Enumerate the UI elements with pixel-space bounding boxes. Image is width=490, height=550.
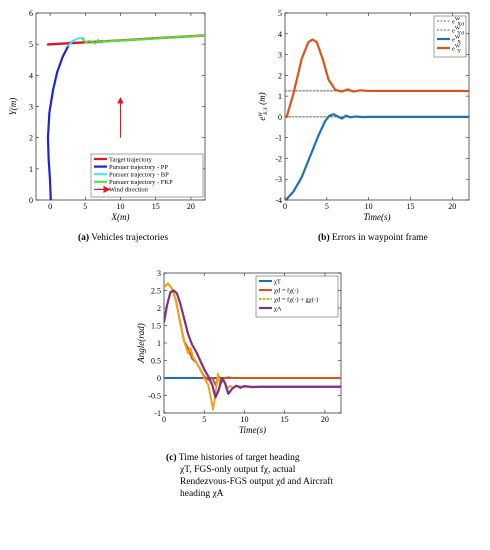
y-tick-label: 1: [157, 339, 161, 348]
caption-label: (c): [166, 452, 177, 463]
chart-a: 0 5 10 15 20 0 1 2 3 4 5 6 X(m) Y(m) Target trajectory…: [8, 9, 206, 243]
y-tick-label: 4: [29, 71, 33, 80]
legend: χT χd = fχ(·) χd = fχ(·) + gχ(·) χA: [255, 275, 339, 318]
y-tick-label: 2.5: [151, 287, 161, 296]
y-tick-label: -2: [275, 154, 282, 163]
x-tick-label: 0: [283, 202, 287, 211]
y-axis-label: Angle(rad): [136, 323, 146, 364]
y-tick-label: 3: [278, 51, 282, 60]
y-tick-label: 0: [29, 196, 33, 205]
y-tick-label: 3: [29, 103, 33, 112]
y-tick-label: 6: [29, 9, 33, 18]
x-axis-label: Time(s): [364, 212, 391, 222]
y-tick-label: 5: [278, 9, 282, 18]
legend-box: [255, 275, 339, 318]
y-tick-label: 1.5: [151, 322, 161, 331]
series-line-e-w-y-: [285, 38, 469, 118]
y-axis-label: eWX,Y (m): [257, 92, 269, 120]
caption-line: Rendezvous-FGS output χd and Aircraft: [180, 476, 333, 487]
legend-label: eW Xd: [452, 16, 464, 27]
series-line-e-w-x-: [285, 113, 469, 200]
x-axis-label: X(m): [111, 212, 130, 222]
y-tick-label: 1: [29, 165, 33, 174]
caption: (b) Errors in waypoint frame: [318, 232, 428, 243]
legend-label: χd = fχ(·): [274, 287, 299, 294]
x-tick-label: 20: [187, 202, 195, 211]
x-tick-label: 5: [202, 415, 206, 424]
series-group: [46, 34, 205, 200]
legend-label: eW Yd: [452, 25, 464, 36]
y-tick-label: 0: [278, 113, 282, 122]
y-tick-label: -1: [275, 134, 282, 143]
caption-line: heading χA: [180, 489, 224, 499]
x-tick-label: 0: [48, 202, 52, 211]
y-tick-label: 2: [157, 304, 161, 313]
series-group: [285, 38, 469, 200]
caption-text: (a) Vehicles trajectories: [78, 232, 168, 243]
caption-body: Vehicles trajectories: [89, 233, 168, 243]
y-tick-label: -3: [275, 175, 282, 184]
y-tick-label: 2: [278, 71, 282, 80]
legend-label: Pursuer trajectory - FKP: [109, 179, 173, 186]
x-tick-label: 0: [162, 415, 166, 424]
caption-body: Errors in waypoint frame: [330, 232, 428, 243]
y-tick-label: 3: [157, 269, 161, 278]
y-tick-label: 5: [29, 40, 33, 49]
caption-line: χT, FGS-only output fχ, actual: [179, 464, 296, 475]
caption-label: (b): [318, 232, 330, 243]
legend-label: Pursuer trajectory - PP: [109, 164, 168, 171]
x-tick-label: 15: [152, 202, 160, 211]
x-tick-label: 15: [281, 415, 289, 424]
y-tick-label: 0: [157, 374, 161, 383]
y-tick-label: -0.5: [148, 392, 161, 401]
x-tick-label: 10: [240, 415, 248, 424]
y-axis-label: Y(m): [8, 98, 18, 116]
series-line-pursuer-trajectory-bp: [67, 36, 85, 47]
series-line--a: [164, 289, 341, 399]
legend-label: Target trajectory: [109, 156, 153, 163]
y-tick-label: -4: [275, 196, 282, 205]
y-tick-label: 2: [29, 134, 33, 143]
legend-label: eW X: [452, 34, 461, 45]
x-tick-label: 5: [325, 202, 329, 211]
x-tick-label: 20: [448, 202, 456, 211]
series-group: [164, 282, 341, 411]
y-tick-label: -1: [154, 409, 161, 418]
legend-label: Pursuer trajectory - BP: [109, 172, 169, 179]
series-line-pursuer-trajectory-pp: [46, 40, 74, 200]
caption: (a) Vehicles trajectories: [78, 232, 168, 243]
series-line-pursuer-trajectory-fkp: [81, 34, 205, 45]
plot-frame: [284, 12, 470, 201]
x-tick-label: 20: [321, 415, 329, 424]
x-axis-label: Time(s): [239, 425, 266, 435]
caption-text: (c) Time histories of target heading: [166, 452, 300, 463]
y-tick-label: 4: [278, 30, 282, 39]
legend-label: χd = fχ(·) + gχ(·): [274, 296, 318, 303]
y-tick-label: 0.5: [151, 357, 161, 366]
caption-text: (b) Errors in waypoint frame: [318, 232, 428, 243]
legend-box: [433, 15, 467, 58]
y-tick-label: 1: [278, 92, 282, 101]
x-tick-label: 15: [406, 202, 414, 211]
x-tick-label: 10: [117, 202, 125, 211]
caption-label: (a): [78, 232, 89, 243]
chart-c: 0 5 10 15 20 -1 -0.5 0 0.5 1 1.5 2 2.5 3 Time(s) Angle(…: [136, 269, 342, 499]
x-tick-label: 10: [365, 202, 373, 211]
caption: (c) Time histories of target headingχT, …: [166, 452, 333, 499]
legend-label: eW Y: [452, 43, 461, 54]
x-tick-label: 5: [83, 202, 87, 211]
legend-label: χT: [274, 278, 281, 285]
legend-label: χA: [274, 305, 282, 312]
legend-label: Wind direction: [109, 187, 149, 194]
chart-b: 0 5 10 15 20 -4 -3 -2 -1 0 1 2 3 4 5 Time(s) eWX,Y (m) eW…: [257, 9, 470, 243]
